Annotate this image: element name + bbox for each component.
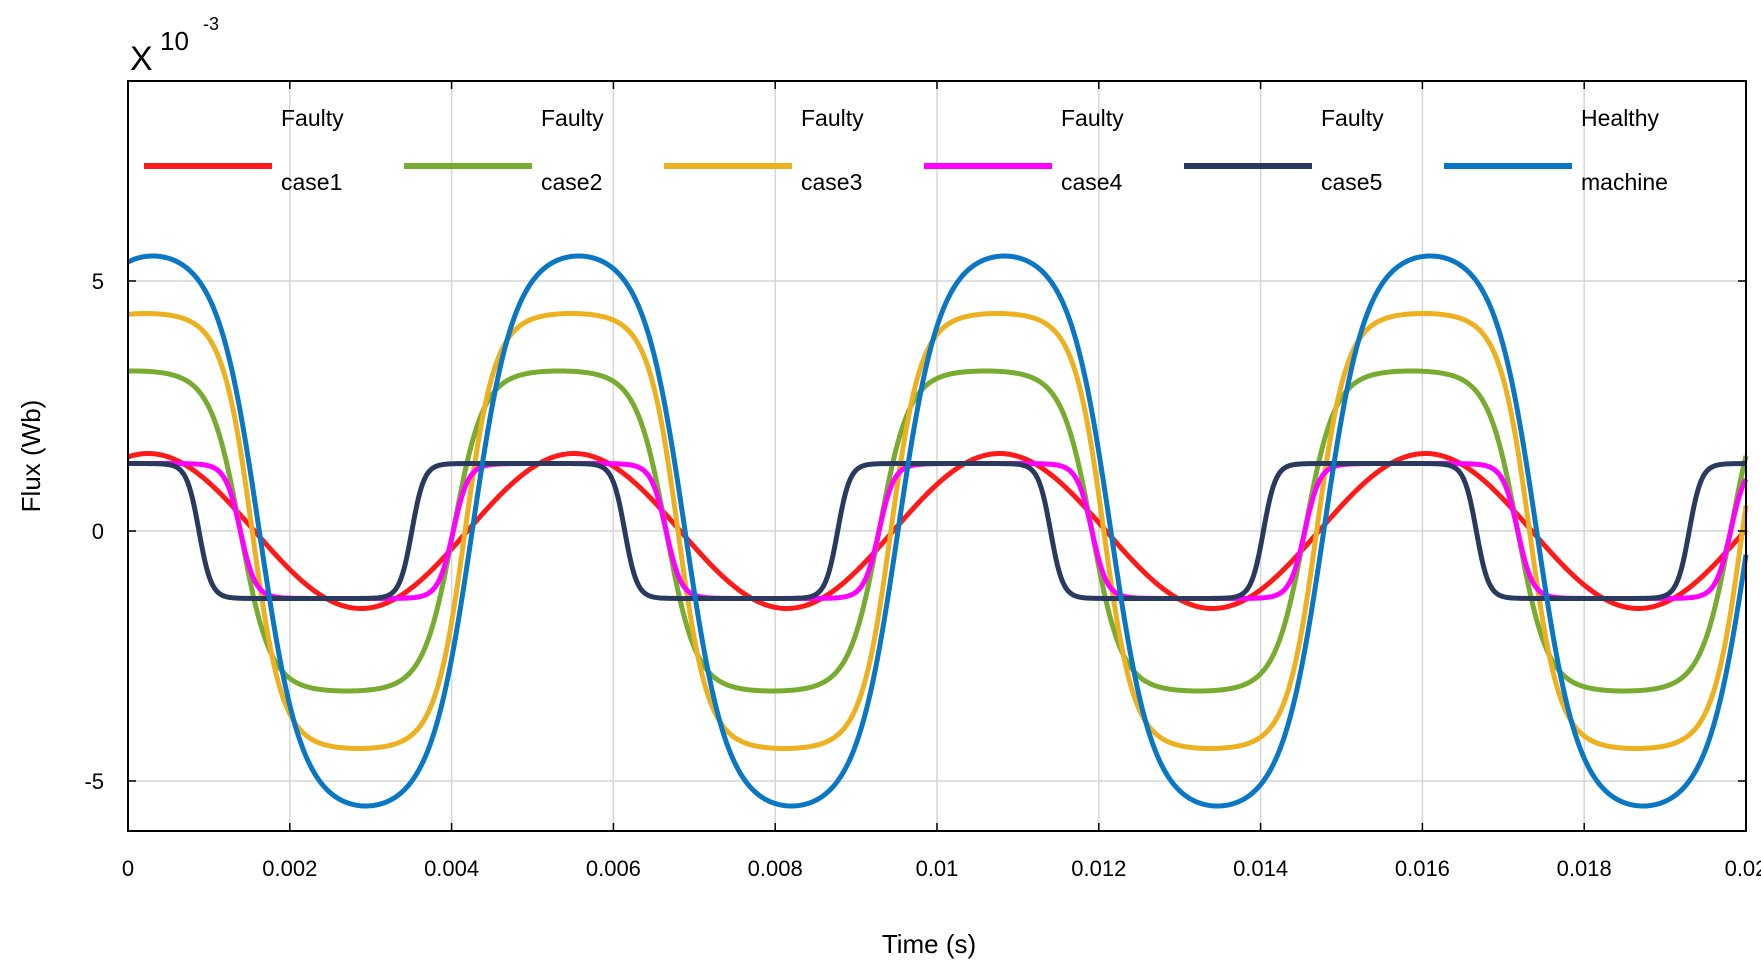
y-multiplier-exponent: -3 [203, 14, 219, 34]
legend-item-2: Faulty case2 [404, 105, 604, 195]
legend-label-line1: Faulty [281, 105, 344, 131]
legend-item-1: Faulty case1 [144, 105, 344, 195]
series-line-6 [126, 253, 1749, 809]
y-tick-label: 5 [92, 269, 104, 294]
y-tick-label: 0 [92, 519, 104, 544]
legend-label-line1: Faulty [801, 105, 864, 131]
y-multiplier: X 10 -3 [130, 14, 219, 78]
x-tick-label: 0.008 [748, 856, 803, 881]
legend-label-line2: case4 [1061, 169, 1123, 195]
x-tick-label: 0 [122, 856, 134, 881]
x-tick-label: 0.006 [586, 856, 641, 881]
axis-ticks: 0 0.002 0.004 0.006 0.008 0.01 0.012 0.014 0.016… [84, 81, 1761, 881]
legend-item-3: Faulty case3 [664, 105, 864, 195]
y-multiplier-symbol: X [130, 40, 153, 78]
x-tick-label: 0.012 [1071, 856, 1126, 881]
legend-label-line2: case5 [1321, 169, 1382, 195]
legend-label-line1: Faulty [541, 105, 604, 131]
x-tick-label: 0.016 [1395, 856, 1450, 881]
series-lines [126, 253, 1749, 809]
x-tick-label: 0.01 [916, 856, 959, 881]
y-axis-title: Flux (Wb) [16, 400, 46, 513]
x-tick-label: 0.02 [1725, 856, 1761, 881]
legend-label-line2: case3 [801, 169, 862, 195]
legend: Faulty case1 Faulty case2 Faulty case3 Faulty c… [144, 105, 1668, 195]
series-line-5 [127, 461, 1747, 601]
legend-label-line2: machine [1581, 169, 1668, 195]
legend-label-line1: Healthy [1581, 105, 1659, 131]
y-tick-label: -5 [84, 769, 104, 794]
legend-item-4: Faulty case4 [924, 105, 1124, 195]
legend-item-6: Healthy machine [1444, 105, 1668, 195]
x-tick-label: 0.018 [1557, 856, 1612, 881]
legend-label-line1: Faulty [1061, 105, 1124, 131]
x-axis-title: Time (s) [882, 929, 976, 959]
legend-item-5: Faulty case5 [1184, 105, 1384, 195]
legend-label-line2: case2 [541, 169, 602, 195]
x-tick-label: 0.014 [1233, 856, 1288, 881]
legend-label-line1: Faulty [1321, 105, 1384, 131]
legend-label-line2: case1 [281, 169, 342, 195]
x-tick-label: 0.002 [262, 856, 317, 881]
series-line-2 [127, 368, 1749, 694]
y-multiplier-base: 10 [160, 26, 189, 56]
x-tick-label: 0.004 [424, 856, 479, 881]
